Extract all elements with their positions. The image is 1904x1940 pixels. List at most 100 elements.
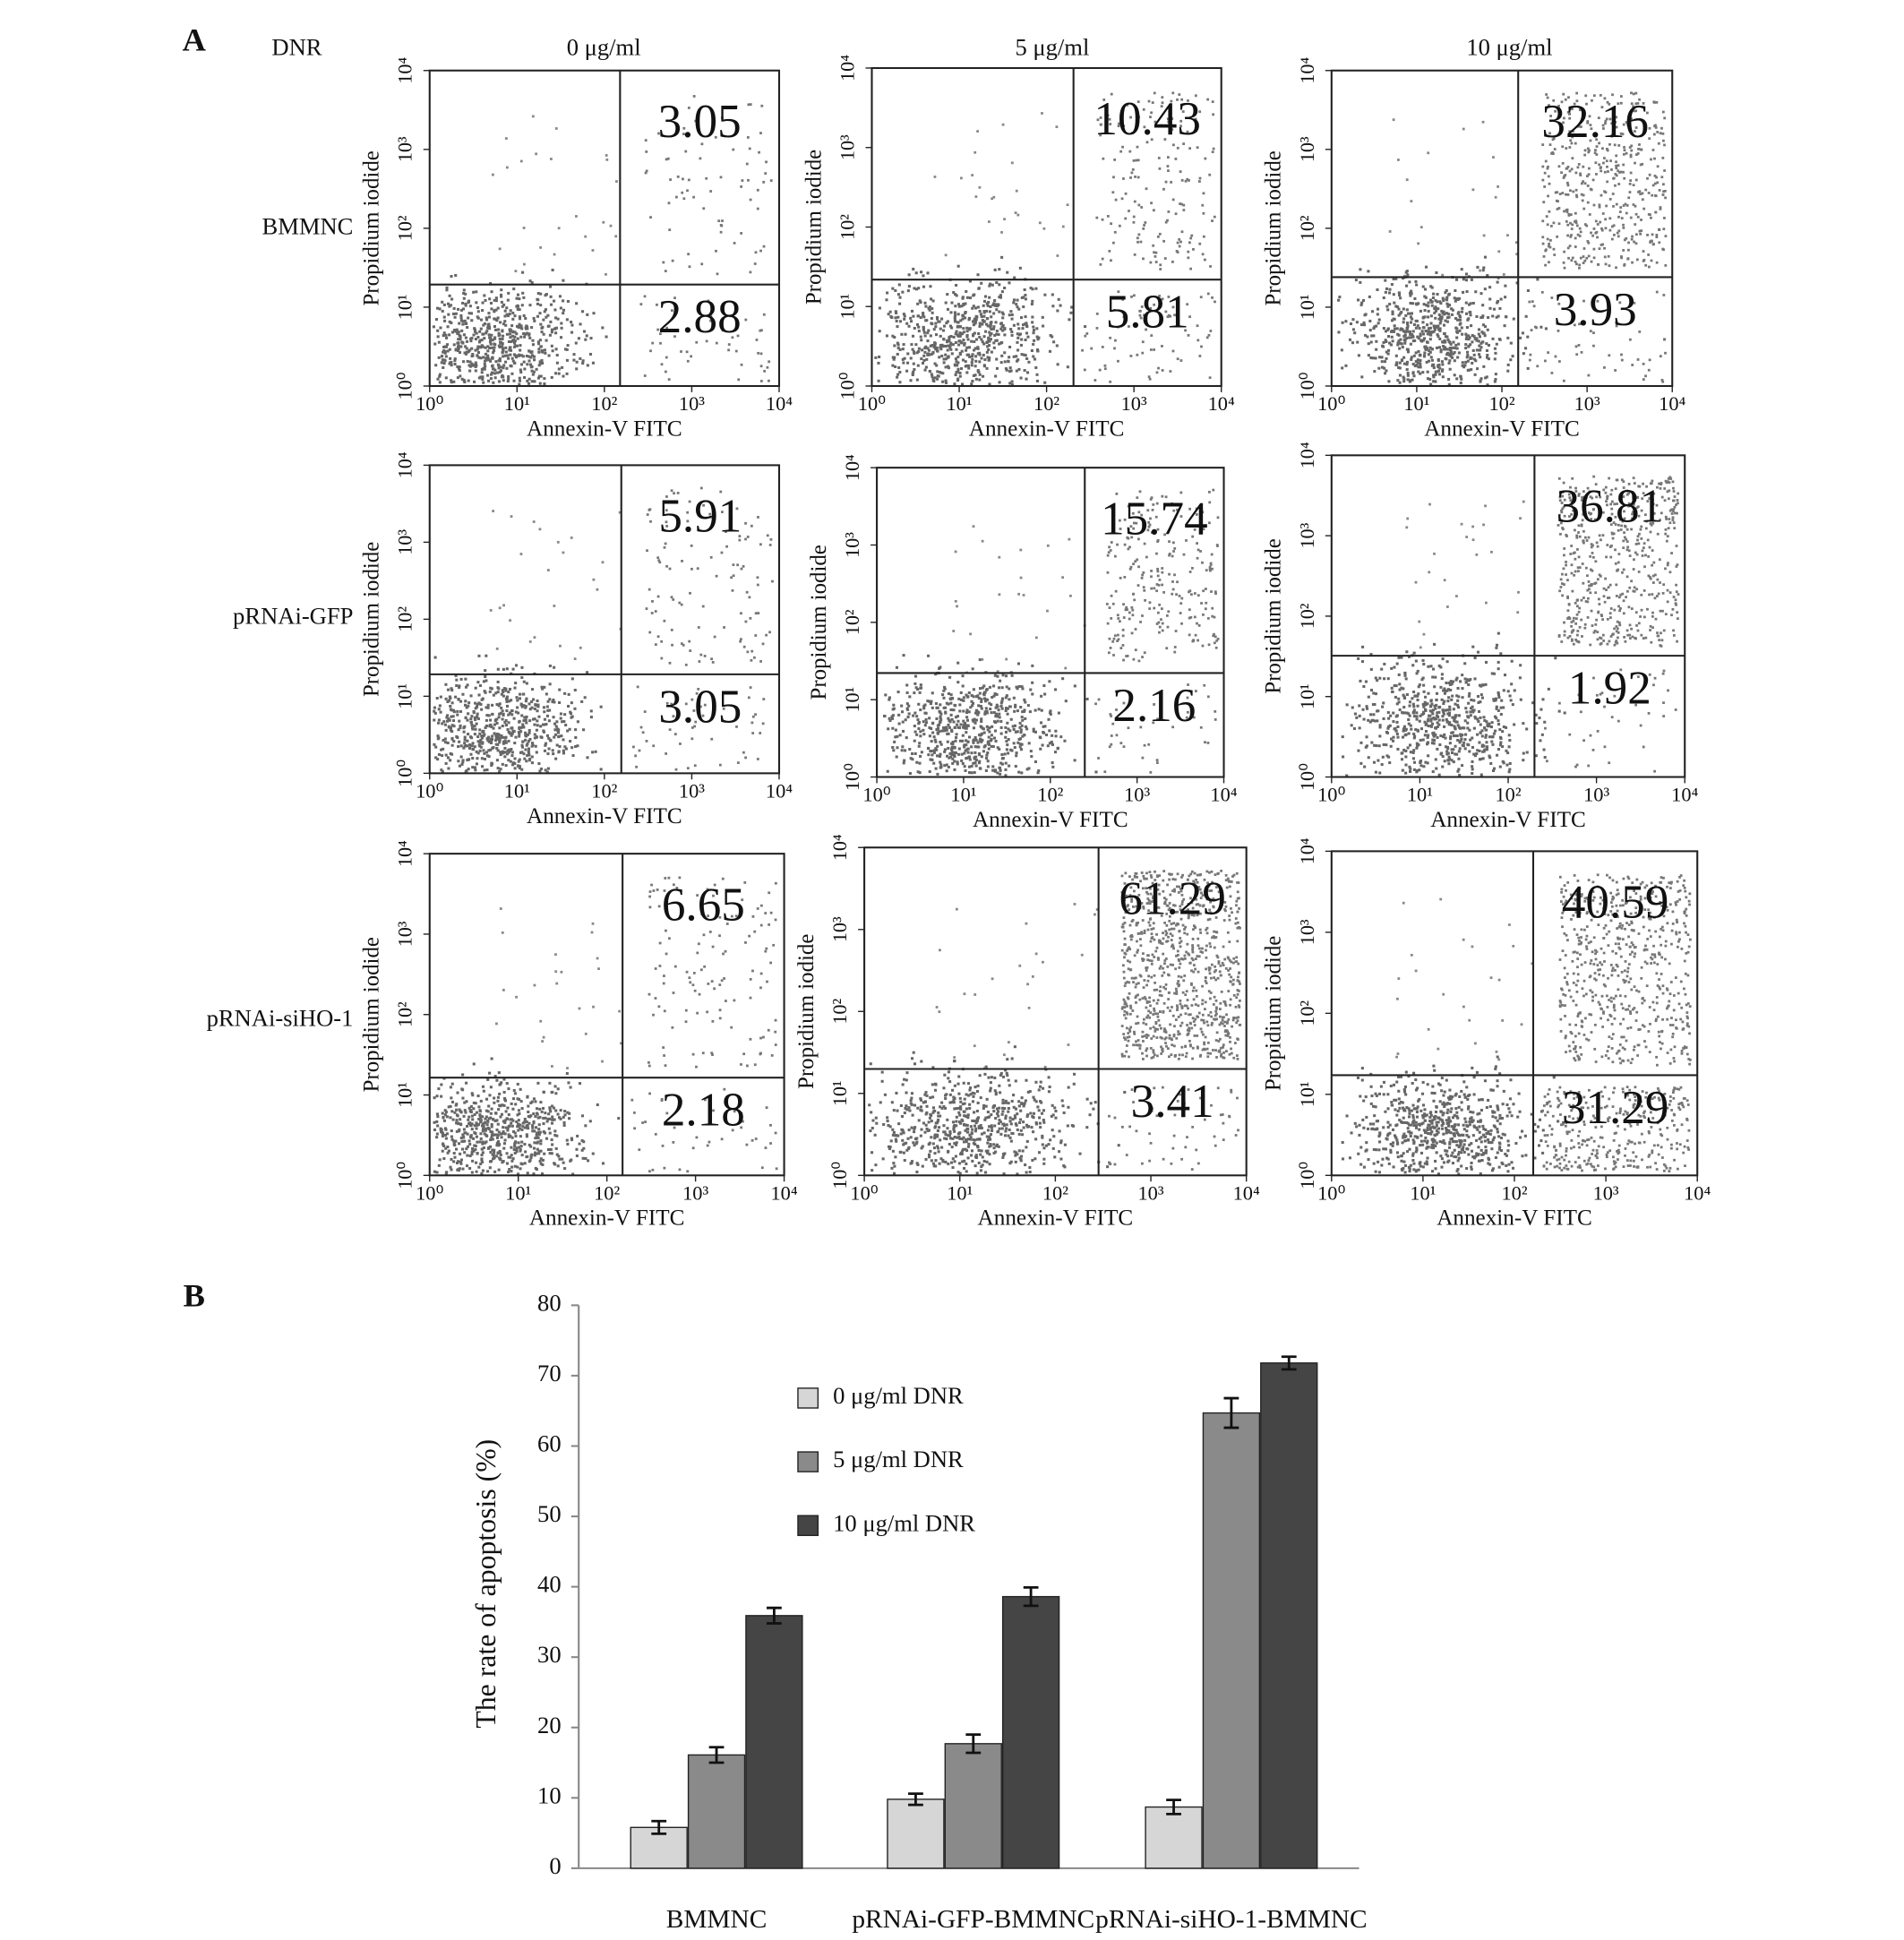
event-dot (935, 727, 939, 732)
event-dot (1432, 375, 1436, 379)
event-dot (1193, 528, 1196, 531)
event-dot (1178, 594, 1181, 597)
event-dot (719, 176, 723, 179)
event-dot (1471, 736, 1474, 740)
event-dot (697, 687, 700, 691)
event-dot (986, 751, 990, 755)
event-dot (591, 361, 595, 365)
event-dot (1603, 97, 1607, 100)
event-dot (970, 764, 973, 768)
event-dot (452, 306, 456, 310)
event-dot (1008, 382, 1012, 385)
event-dot (687, 107, 690, 109)
event-dot (954, 313, 957, 317)
event-dot (1414, 279, 1418, 283)
event-dot (996, 771, 999, 775)
event-dot (501, 338, 504, 341)
event-dot (1435, 307, 1438, 311)
event-dot (921, 361, 925, 365)
event-dot (1397, 291, 1401, 295)
event-dot (710, 657, 713, 661)
event-dot (1433, 326, 1437, 330)
event-dot (1404, 313, 1408, 317)
event-dot (680, 350, 682, 353)
event-dot (1436, 333, 1439, 337)
event-dot (1569, 235, 1573, 238)
event-dot (1193, 592, 1196, 595)
event-dot (1004, 774, 1008, 777)
event-dot (1016, 213, 1020, 217)
event-dot (530, 700, 534, 704)
event-dot (1149, 261, 1153, 264)
event-dot (1435, 346, 1439, 349)
event-dot (1135, 159, 1138, 162)
event-dot (1025, 322, 1028, 325)
event-dot (1149, 498, 1153, 501)
event-dot (1509, 358, 1513, 362)
event-dot (1142, 586, 1145, 589)
event-dot (519, 344, 522, 348)
event-dot (1605, 117, 1608, 121)
event-dot (1450, 731, 1454, 734)
event-dot (507, 374, 510, 378)
event-dot (1663, 189, 1667, 193)
event-dot (1191, 535, 1195, 538)
event-dot (927, 654, 931, 657)
event-dot (902, 654, 905, 657)
event-dot (1582, 207, 1586, 210)
event-dot (1180, 98, 1184, 101)
event-dot (1661, 380, 1665, 383)
event-dot (1582, 165, 1585, 168)
event-dot (494, 360, 498, 364)
event-dot (1094, 702, 1097, 706)
event-dot (438, 374, 442, 378)
event-dot (902, 761, 905, 765)
event-dot (1179, 119, 1183, 123)
event-dot (450, 321, 453, 325)
event-dot (1167, 313, 1171, 317)
event-dot (589, 709, 593, 713)
event-dot (498, 356, 502, 360)
event-dot (502, 751, 505, 755)
event-dot (1571, 157, 1574, 160)
event-dot (1496, 299, 1500, 303)
event-dot (516, 307, 519, 311)
event-dot (549, 320, 553, 323)
event-dot (1632, 92, 1635, 96)
event-dot (1156, 235, 1160, 238)
event-dot (1391, 339, 1394, 343)
event-dot (1402, 377, 1406, 381)
event-dot (1547, 351, 1550, 355)
event-dot (553, 735, 556, 739)
event-dot (1399, 328, 1402, 331)
event-dot (502, 379, 505, 382)
event-dot (531, 373, 535, 376)
event-dot (1443, 733, 1446, 736)
event-dot (459, 316, 463, 320)
event-dot (905, 683, 909, 687)
event-dot (949, 708, 953, 712)
event-dot (986, 345, 990, 348)
event-dot (485, 679, 488, 682)
event-dot (1200, 602, 1203, 605)
event-dot (466, 359, 469, 363)
event-dot (1471, 348, 1475, 352)
event-dot (1630, 237, 1634, 241)
event-dot (988, 296, 991, 299)
event-dot (1064, 666, 1068, 670)
event-dot (1344, 320, 1348, 323)
event-dot (973, 735, 977, 739)
event-dot (476, 335, 480, 339)
event-dot (990, 737, 993, 741)
event-dot (1186, 710, 1189, 714)
event-dot (1099, 116, 1102, 119)
event-dot (1634, 233, 1638, 236)
event-dot (476, 348, 479, 351)
event-dot (1595, 153, 1599, 156)
event-dot (1417, 349, 1420, 353)
event-dot (572, 353, 576, 356)
event-dot (555, 361, 559, 365)
y-axis-title: Propidium iodide (1262, 150, 1286, 305)
y-tick-label: 10³ (836, 134, 858, 160)
event-dot (434, 318, 438, 322)
